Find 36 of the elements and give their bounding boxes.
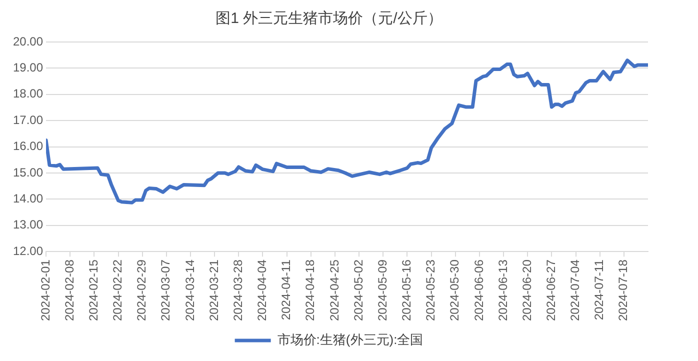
chart-title: 图1 外三元生猪市场价（元/公斤） <box>216 10 442 28</box>
x-tick-label: 2024-03-28 <box>230 259 245 322</box>
y-tick-label: 20.00 <box>13 34 44 48</box>
y-tick-label: 18.00 <box>13 86 44 101</box>
x-tick-label: 2024-06-20 <box>520 259 534 322</box>
x-tick-label: 2024-06-06 <box>472 259 486 322</box>
x-tick-label: 2024-07-18 <box>616 259 630 322</box>
y-tick-label: 12.00 <box>13 244 44 258</box>
x-tick-label: 2024-02-08 <box>62 259 76 322</box>
x-tick-label: 2024-03-21 <box>206 259 221 322</box>
x-tick-label: 2024-05-09 <box>375 259 390 322</box>
y-tick-label: 13.00 <box>13 218 44 232</box>
x-tick-label: 2024-02-29 <box>134 259 149 322</box>
x-tick-label: 2024-04-11 <box>279 259 294 320</box>
x-tick-label: 2024-03-07 <box>158 259 173 322</box>
legend-label: 市场价:生猪(外三元):全国 <box>277 332 424 348</box>
x-tick-label: 2024-06-27 <box>544 259 558 322</box>
x-tick-label: 2024-05-30 <box>448 259 462 322</box>
x-tick-label: 2024-04-04 <box>255 259 270 322</box>
y-tick-label: 14.00 <box>13 192 44 206</box>
y-tick-label: 17.00 <box>13 112 44 127</box>
x-tick-label: 2024-02-22 <box>110 259 125 322</box>
x-tick-label: 2024-06-13 <box>496 259 510 322</box>
y-tick-label: 16.00 <box>13 139 44 154</box>
x-tick-label: 2024-02-01 <box>38 259 52 322</box>
x-tick-label: 2024-07-11 <box>592 259 606 320</box>
x-tick-label: 2024-05-23 <box>424 259 438 322</box>
x-tick-label: 2024-04-18 <box>303 259 318 322</box>
x-tick-label: 2024-07-04 <box>568 259 582 322</box>
x-tick-label: 2024-05-16 <box>400 259 414 322</box>
y-tick-label: 19.00 <box>13 60 44 75</box>
x-tick-label: 2024-02-15 <box>86 259 100 322</box>
x-tick-label: 2024-05-02 <box>351 259 366 322</box>
x-tick-label: 2024-04-25 <box>327 259 342 322</box>
y-tick-label: 15.00 <box>13 165 44 180</box>
x-tick-label: 2024-03-14 <box>182 259 197 322</box>
